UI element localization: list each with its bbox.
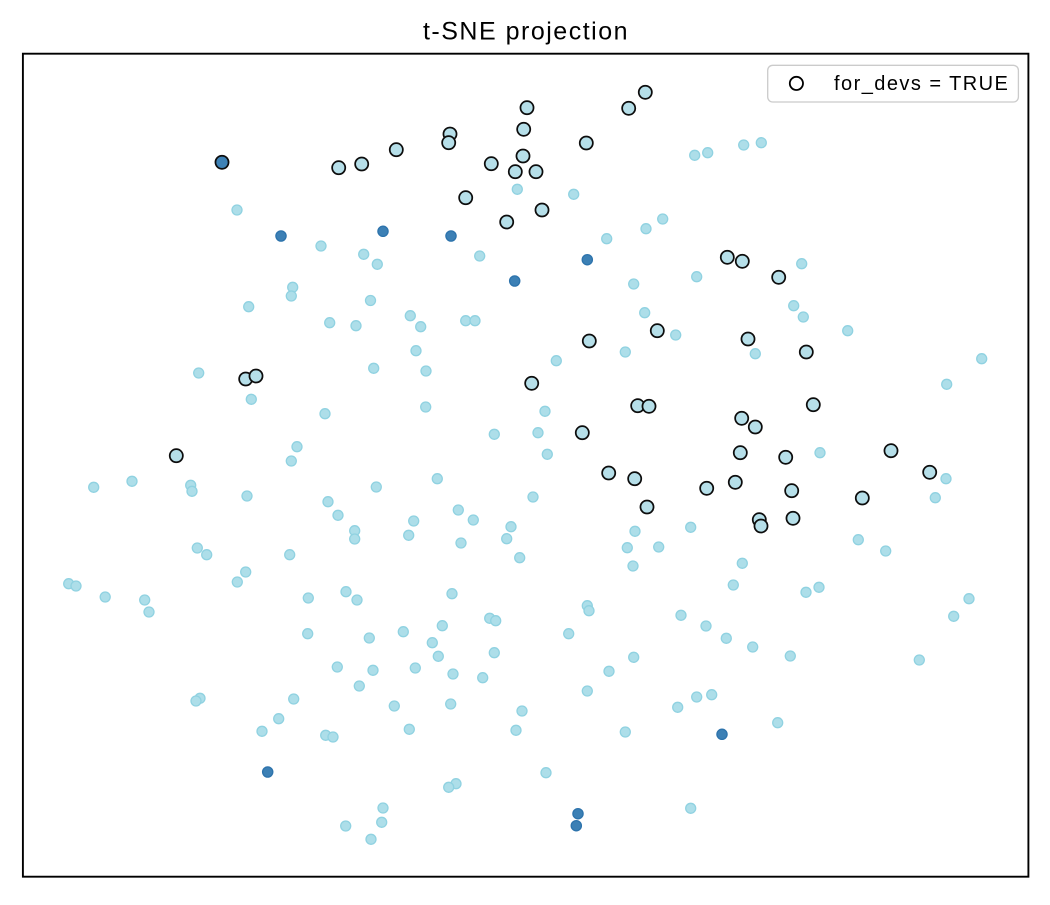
svg-text:for_devs = TRUE: for_devs = TRUE — [834, 73, 1009, 95]
svg-text:t-SNE projection: t-SNE projection — [423, 18, 629, 46]
